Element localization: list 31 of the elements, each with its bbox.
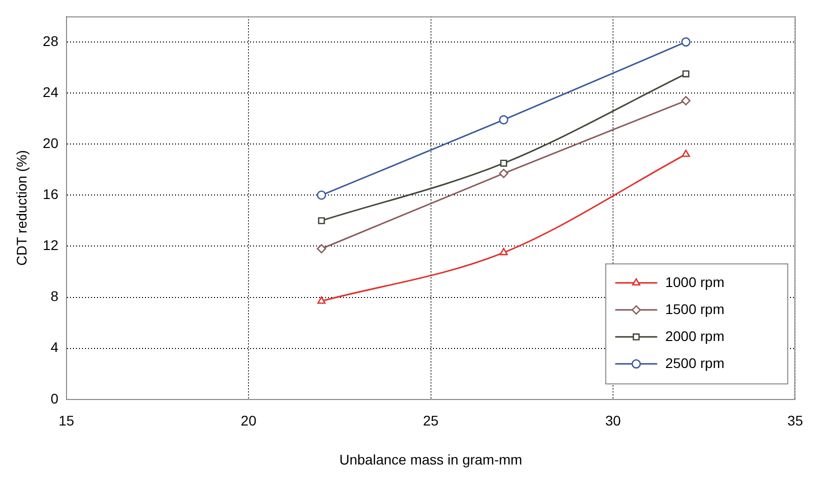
legend-label: 2000 rpm — [665, 328, 724, 344]
point — [682, 150, 690, 157]
y-tick-label: 16 — [42, 186, 59, 202]
legend-label: 1000 rpm — [665, 274, 724, 290]
legend-label: 1500 rpm — [665, 300, 724, 317]
point — [681, 37, 691, 47]
point — [681, 96, 691, 106]
x-tick-label: 25 — [423, 412, 439, 429]
x-tick-label: 15 — [58, 412, 74, 429]
point — [500, 248, 508, 256]
point — [317, 296, 326, 304]
y-tick-label: 0 — [50, 390, 59, 406]
y-tick-label: 8 — [50, 288, 59, 304]
point — [682, 70, 690, 78]
point — [500, 160, 508, 167]
y-tick-label: 28 — [42, 32, 59, 49]
x-tick-label: 20 — [240, 412, 257, 429]
point — [499, 168, 508, 178]
x-axis-title: Unbalance mass in gram-mm — [339, 451, 522, 468]
y-tick-label: 20 — [42, 134, 59, 151]
y-tick-label: 4 — [50, 339, 59, 356]
x-tick-label: 35 — [787, 412, 804, 429]
y-tick-label: 12 — [42, 237, 59, 254]
point — [318, 217, 325, 224]
legend-label: 2500 rpm — [665, 354, 724, 371]
point — [316, 190, 326, 200]
y-tick-label: 24 — [42, 84, 59, 100]
y-axis-title: CDT reduction (%) — [13, 150, 30, 266]
point — [499, 115, 508, 124]
x-tick-label: 30 — [605, 412, 621, 429]
point — [316, 244, 326, 254]
